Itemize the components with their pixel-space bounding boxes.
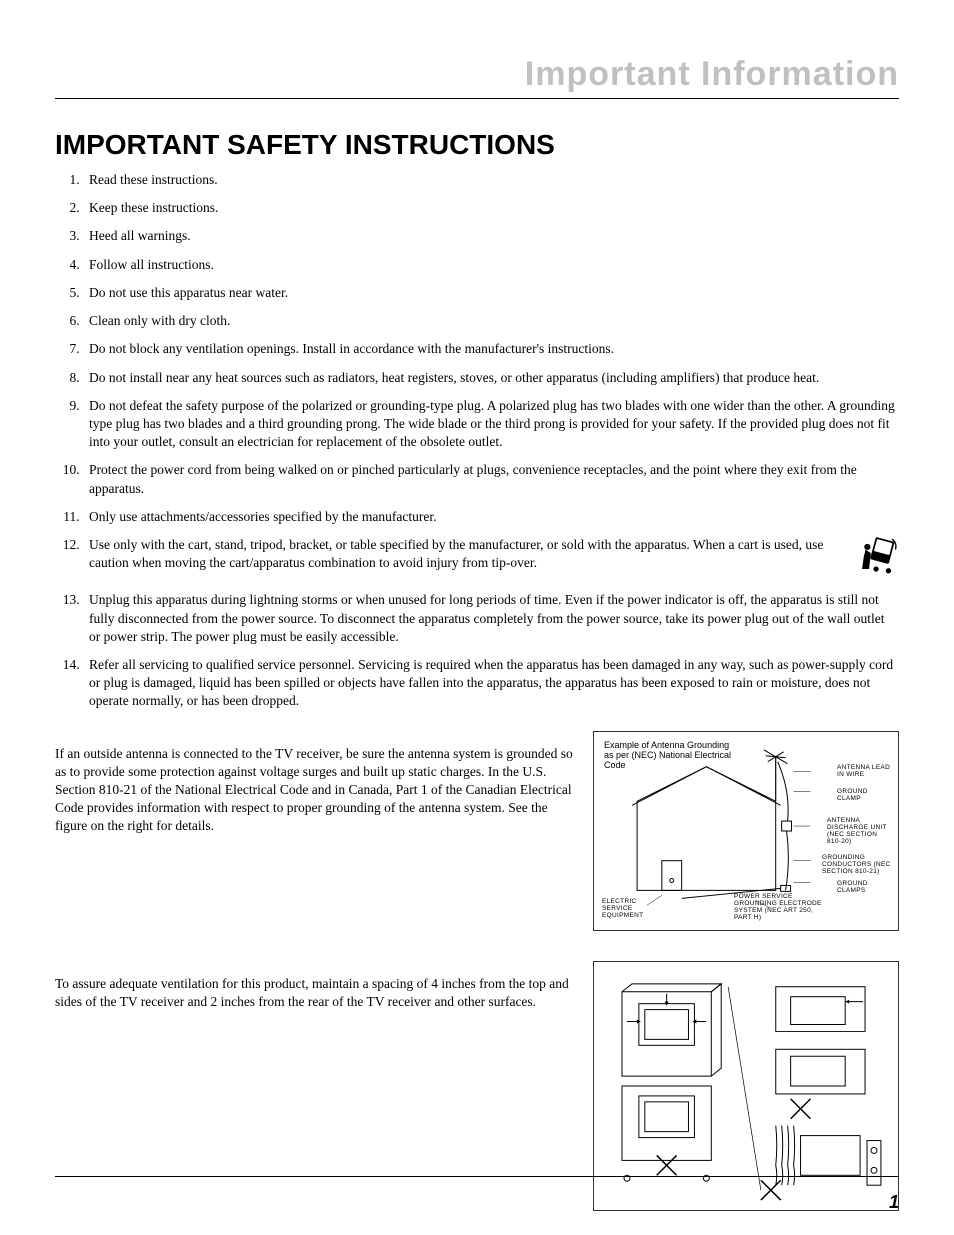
antenna-section: If an outside antenna is connected to th…	[55, 731, 899, 931]
instruction-item: Follow all instructions.	[83, 256, 899, 274]
footer-rule	[55, 1176, 899, 1177]
section-header: Important Information	[55, 55, 899, 94]
instruction-item: Do not block any ventilation openings. I…	[83, 340, 899, 358]
page-number: 1	[889, 1192, 899, 1213]
antenna-diagram: Example of Antenna Grounding as per (NEC…	[593, 731, 899, 931]
instruction-item: Do not use this apparatus near water.	[83, 284, 899, 302]
instruction-item: Unplug this apparatus during lightning s…	[83, 591, 899, 646]
label-ground-clamp: GROUND CLAMP	[837, 788, 892, 802]
label-antenna-lead: ANTENNA LEAD IN WIRE	[837, 764, 892, 778]
instructions-list: Read these instructions. Keep these inst…	[55, 171, 899, 711]
instruction-item: Heed all warnings.	[83, 227, 899, 245]
label-discharge: ANTENNA DISCHARGE UNIT (NEC SECTION 810-…	[827, 817, 892, 846]
instruction-item: Keep these instructions.	[83, 199, 899, 217]
label-electric-service: ELECTRIC SERVICE EQUIPMENT	[602, 898, 662, 919]
instruction-item: Do not defeat the safety purpose of the …	[83, 397, 899, 452]
label-power-service: POWER SERVICE GROUNDING ELECTRODE SYSTEM…	[734, 893, 824, 922]
label-ground-clamps2: GROUND CLAMPS	[837, 880, 892, 894]
ventilation-section: To assure adequate ventilation for this …	[55, 961, 899, 1211]
instruction-item: Read these instructions.	[83, 171, 899, 189]
instruction-item: Do not install near any heat sources suc…	[83, 369, 899, 387]
instruction-item: Clean only with dry cloth.	[83, 312, 899, 330]
label-conductors: GROUNDING CONDUCTORS (NEC SECTION 810-21…	[822, 854, 892, 875]
instruction-item: Protect the power cord from being walked…	[83, 461, 899, 497]
main-heading: IMPORTANT SAFETY INSTRUCTIONS	[55, 129, 899, 161]
ventilation-diagram	[593, 961, 899, 1211]
instruction-item: Refer all servicing to qualified service…	[83, 656, 899, 711]
instruction-item: Only use attachments/accessories specifi…	[83, 508, 899, 526]
header-rule	[55, 98, 899, 99]
antenna-paragraph: If an outside antenna is connected to th…	[55, 745, 575, 836]
tip-over-icon	[855, 532, 899, 581]
ventilation-paragraph: To assure adequate ventilation for this …	[55, 975, 575, 1011]
instruction-text: Use only with the cart, stand, tripod, b…	[89, 536, 843, 572]
page: Important Information IMPORTANT SAFETY I…	[0, 0, 954, 1235]
instruction-item: Use only with the cart, stand, tripod, b…	[83, 536, 899, 581]
